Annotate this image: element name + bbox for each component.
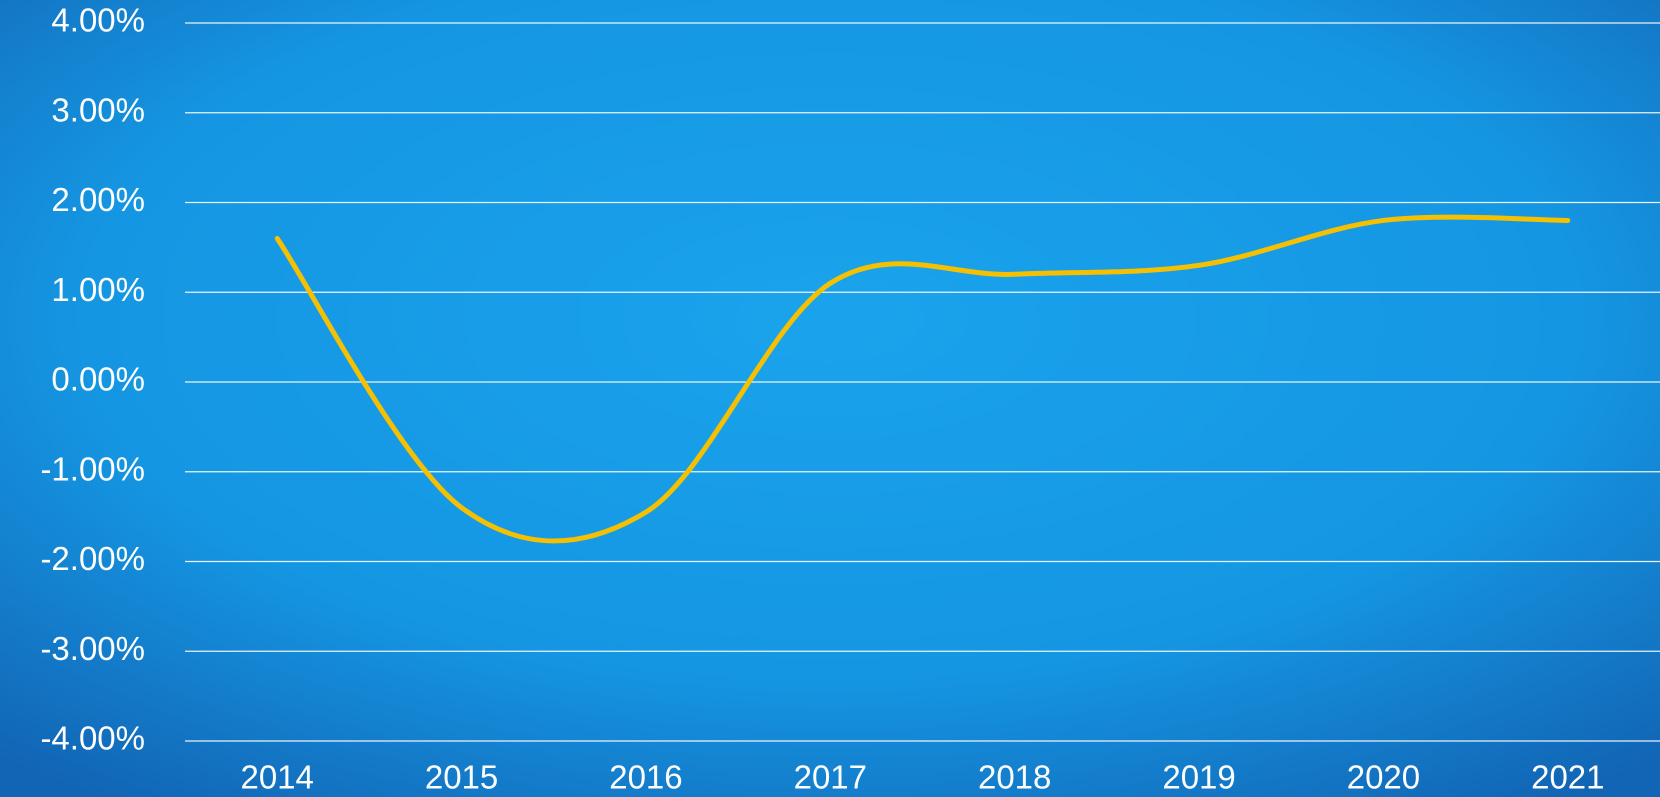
y-tick-label: -2.00% xyxy=(40,540,145,577)
x-tick-label: 2018 xyxy=(978,759,1051,796)
data-line xyxy=(274,214,1571,544)
y-tick-label: -1.00% xyxy=(40,450,145,487)
y-tick-label: 1.00% xyxy=(51,271,145,308)
x-tick-label: 2015 xyxy=(425,759,498,796)
x-tick-label: 2014 xyxy=(240,759,313,796)
x-tick-label: 2021 xyxy=(1531,759,1604,796)
x-tick-label: 2019 xyxy=(1162,759,1235,796)
x-tick-label: 2016 xyxy=(609,759,682,796)
y-tick-label: -4.00% xyxy=(40,720,145,757)
x-tick-label: 2020 xyxy=(1347,759,1420,796)
y-tick-label: -3.00% xyxy=(40,630,145,667)
x-tick-label: 2017 xyxy=(794,759,867,796)
y-tick-label: 0.00% xyxy=(51,361,145,398)
y-tick-label: 2.00% xyxy=(51,181,145,218)
y-tick-label: 3.00% xyxy=(51,91,145,128)
y-tick-label: 4.00% xyxy=(51,2,145,39)
